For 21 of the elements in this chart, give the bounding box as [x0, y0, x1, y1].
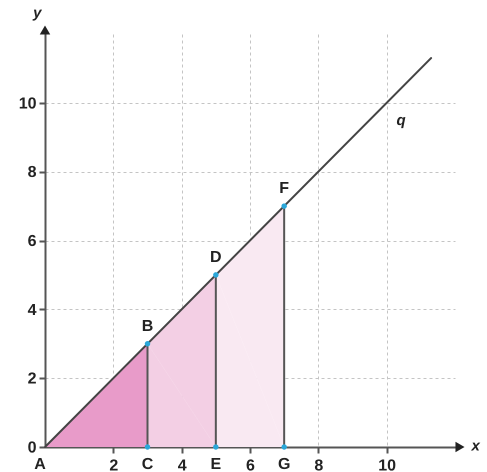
annotation: E	[210, 456, 222, 472]
y-axis-title: y	[32, 4, 42, 22]
x-tick-label: 4	[178, 458, 187, 472]
x-tick-label: 8	[314, 458, 324, 472]
annotation: C	[142, 456, 154, 472]
annotation: D	[210, 248, 222, 266]
x-tick-label: 6	[246, 458, 256, 472]
x-tick-label: 10	[378, 458, 396, 472]
y-tick-label: 8	[28, 164, 37, 182]
x-tick-label: 2	[109, 458, 118, 472]
annotation: A	[34, 456, 46, 472]
y-tick-label: 2	[28, 370, 37, 388]
annotation: F	[279, 180, 290, 198]
annotation: G	[278, 456, 290, 472]
y-tick-label: 6	[28, 233, 37, 250]
y-tick-label: 10	[18, 95, 37, 112]
y-tick-label: 0	[28, 440, 37, 456]
x-axis-title: x	[470, 438, 480, 454]
annotation: B	[142, 318, 154, 335]
y-tick-label: 4	[28, 302, 37, 319]
series-label: q	[396, 112, 406, 130]
